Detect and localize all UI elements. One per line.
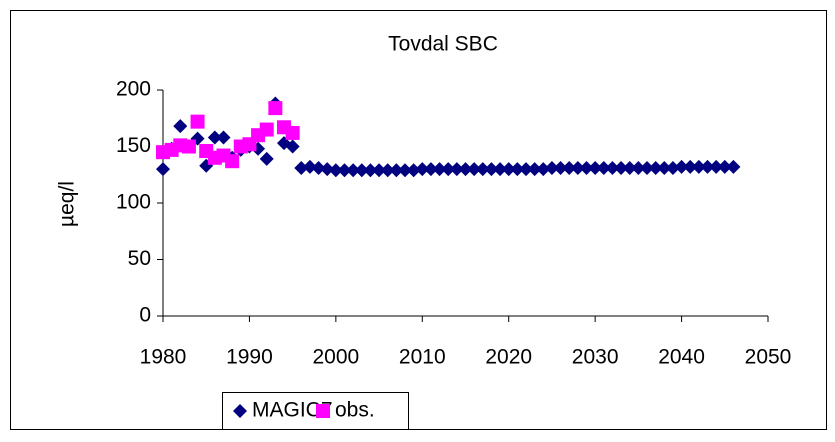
diamond-marker [328, 163, 343, 178]
diamond-marker [562, 160, 577, 175]
diamond-marker [380, 163, 395, 178]
diamond-marker [475, 162, 490, 177]
x-tick-label: 2000 [312, 346, 359, 369]
diamond-marker [683, 159, 698, 174]
diamond-marker [467, 162, 482, 177]
diamond-marker [674, 159, 689, 174]
diamond-marker [510, 162, 525, 177]
diamond-marker [207, 130, 222, 145]
x-tick-label: 2020 [485, 346, 532, 369]
diamond-marker [415, 162, 430, 177]
diamond-marker [458, 162, 473, 177]
diamond-marker [614, 160, 629, 175]
diamond-marker [406, 163, 421, 178]
diamond-marker [691, 159, 706, 174]
diamond-marker [519, 162, 533, 177]
diamond-marker [631, 160, 646, 175]
diamond-marker [302, 159, 317, 174]
square-marker [190, 114, 205, 129]
diamond-marker [441, 162, 456, 177]
y-tick-label: 200 [116, 78, 151, 101]
diamond-marker [311, 160, 326, 175]
diamond-marker [251, 141, 266, 156]
diamond-marker [553, 160, 568, 175]
diamond-marker [493, 162, 508, 177]
diamond-marker [432, 162, 447, 177]
diamond-marker [294, 160, 309, 175]
diamond-marker [337, 163, 352, 178]
diamond-marker [717, 159, 732, 174]
diamond-marker [216, 130, 231, 145]
x-tick-label: 2050 [745, 346, 792, 369]
chart-title: Tovdal SBC [388, 33, 498, 56]
square-marker [268, 101, 283, 116]
diamond-marker [156, 162, 170, 177]
legend [222, 392, 409, 430]
diamond-marker [648, 160, 663, 175]
diamond-marker [346, 163, 361, 178]
x-tick-label: 1990 [226, 346, 273, 369]
diamond-marker [700, 159, 715, 174]
square-marker [225, 154, 240, 169]
diamond-marker [657, 160, 672, 175]
diamond-marker [596, 160, 611, 175]
diamond-marker [536, 162, 551, 177]
diamond-marker [579, 160, 594, 175]
diamond-marker [544, 160, 559, 175]
y-tick-label: 50 [128, 247, 151, 270]
diamond-marker [665, 160, 680, 175]
x-tick-label: 2010 [399, 346, 446, 369]
square-marker [316, 404, 330, 418]
diamond-marker [484, 162, 499, 177]
x-tick-label: 2030 [572, 346, 619, 369]
diamond-marker [527, 162, 542, 177]
diamond-marker [389, 163, 404, 178]
diamond-marker [320, 162, 335, 177]
diamond-marker [449, 162, 464, 177]
y-tick-label: 100 [116, 191, 151, 214]
diamond-marker [423, 162, 438, 177]
diamond-marker [726, 159, 741, 174]
y-axis-label: µeq/l [56, 181, 79, 227]
diamond-marker [501, 162, 516, 177]
diamond-marker [398, 163, 412, 178]
diamond-marker [259, 151, 274, 166]
diamond-marker [363, 163, 378, 178]
y-tick-label: 150 [116, 134, 151, 157]
diamond-marker [605, 160, 620, 175]
diamond-marker [285, 139, 300, 154]
x-tick-label: 2040 [658, 346, 705, 369]
legend-label: MAGIC7 [252, 399, 333, 422]
y-tick-label: 0 [139, 304, 151, 327]
diamond-marker [372, 163, 387, 178]
chart-border [10, 10, 827, 430]
square-marker [285, 125, 300, 140]
diamond-marker [233, 404, 247, 418]
diamond-marker [640, 160, 654, 175]
diamond-marker [354, 163, 369, 178]
diamond-marker [622, 160, 637, 175]
diamond-marker [570, 160, 585, 175]
diamond-marker [173, 119, 188, 134]
square-marker [259, 122, 274, 137]
x-tick-label: 1980 [140, 346, 187, 369]
diamond-marker [588, 160, 603, 175]
diamond-marker [709, 159, 724, 174]
square-marker [181, 139, 196, 154]
legend-label: obs. [335, 399, 375, 422]
